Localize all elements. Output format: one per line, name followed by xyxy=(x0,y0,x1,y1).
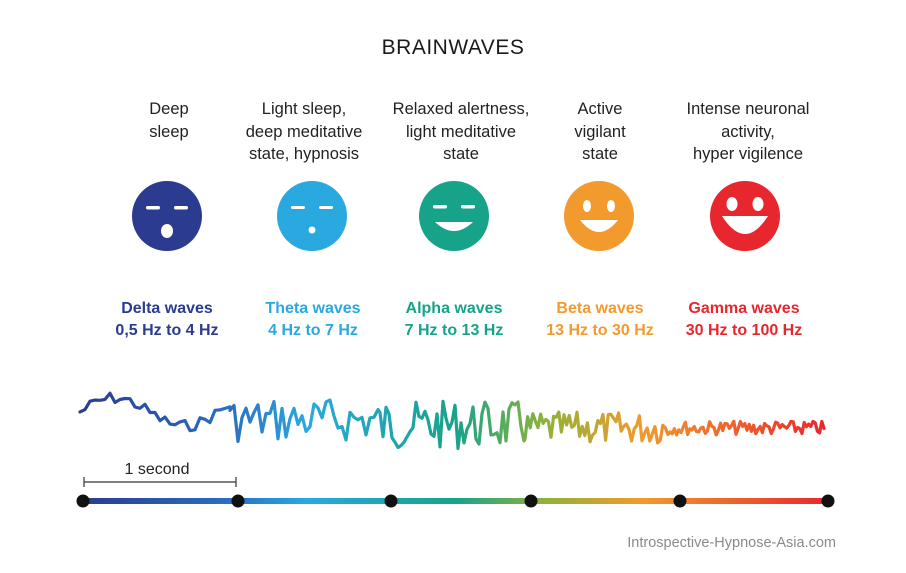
wave-name: Beta waves xyxy=(556,300,644,317)
wave-label-gamma: Gamma waves 30 Hz to 100 Hz xyxy=(659,298,829,342)
state-line: light meditative xyxy=(405,122,517,141)
happy-face-icon xyxy=(564,181,634,251)
drowsy-face-icon xyxy=(277,181,347,251)
wave-name: Delta waves xyxy=(121,300,213,317)
state-line: Light sleep, xyxy=(261,100,347,118)
state-description-alpha: Relaxed alertness, light meditative stat… xyxy=(376,98,546,166)
timeline-dot xyxy=(231,494,245,508)
one-second-scale-bar: 1 second xyxy=(83,461,237,487)
sleeping-face-icon xyxy=(132,181,202,251)
wave-label-beta: Beta waves 13 Hz to 30 Hz xyxy=(515,298,685,342)
state-line: state xyxy=(443,145,479,163)
wave-frequency: 30 Hz to 100 Hz xyxy=(685,322,803,339)
state-description-delta: Deep sleep xyxy=(84,98,254,143)
state-line: activity, xyxy=(721,122,775,141)
timeline-dot xyxy=(821,494,835,508)
state-line: deep meditative xyxy=(245,122,363,141)
state-line: Relaxed alertness, xyxy=(392,100,530,118)
calm-smile-face-icon xyxy=(419,181,489,251)
timeline-dot xyxy=(524,494,538,508)
state-line: Intense neuronal xyxy=(686,100,810,118)
excited-face-icon xyxy=(710,181,780,251)
state-line: state, hypnosis xyxy=(248,145,360,163)
state-line: state xyxy=(582,145,618,163)
wave-label-alpha: Alpha waves 7 Hz to 13 Hz xyxy=(369,298,539,342)
brainwave-graphic: 1 second xyxy=(76,391,835,508)
wave-frequency: 13 Hz to 30 Hz xyxy=(546,322,654,339)
wave-name: Alpha waves xyxy=(405,300,503,317)
state-line: vigilant xyxy=(574,122,626,141)
wave-frequency: 0,5 Hz to 4 Hz xyxy=(115,322,219,339)
state-line: Deep xyxy=(149,100,189,118)
diagram-title: BRAINWAVES xyxy=(381,36,525,59)
wave-label-theta: Theta waves 4 Hz to 7 Hz xyxy=(228,298,398,342)
scale-label: 1 second xyxy=(125,461,190,478)
state-line: hyper vigilence xyxy=(692,145,804,163)
wave-label-delta: Delta waves 0,5 Hz to 4 Hz xyxy=(82,298,252,342)
timeline-dot xyxy=(76,494,90,508)
wave-frequency: 4 Hz to 7 Hz xyxy=(268,322,358,339)
wave-name: Theta waves xyxy=(265,300,361,317)
wave-frequency: 7 Hz to 13 Hz xyxy=(404,322,504,339)
state-line: sleep xyxy=(149,122,189,141)
state-description-beta: Active vigilant state xyxy=(515,98,685,166)
eeg-wave-trace xyxy=(78,391,826,451)
state-description-theta: Light sleep, deep meditative state, hypn… xyxy=(219,98,389,166)
state-description-gamma: Intense neuronal activity, hyper vigilen… xyxy=(663,98,833,166)
state-line: Active xyxy=(577,100,623,118)
timeline-dot xyxy=(384,494,398,508)
wave-name: Gamma waves xyxy=(688,300,800,317)
source-credit: Introspective-Hypnose-Asia.com xyxy=(627,535,836,551)
timeline-dot xyxy=(673,494,687,508)
